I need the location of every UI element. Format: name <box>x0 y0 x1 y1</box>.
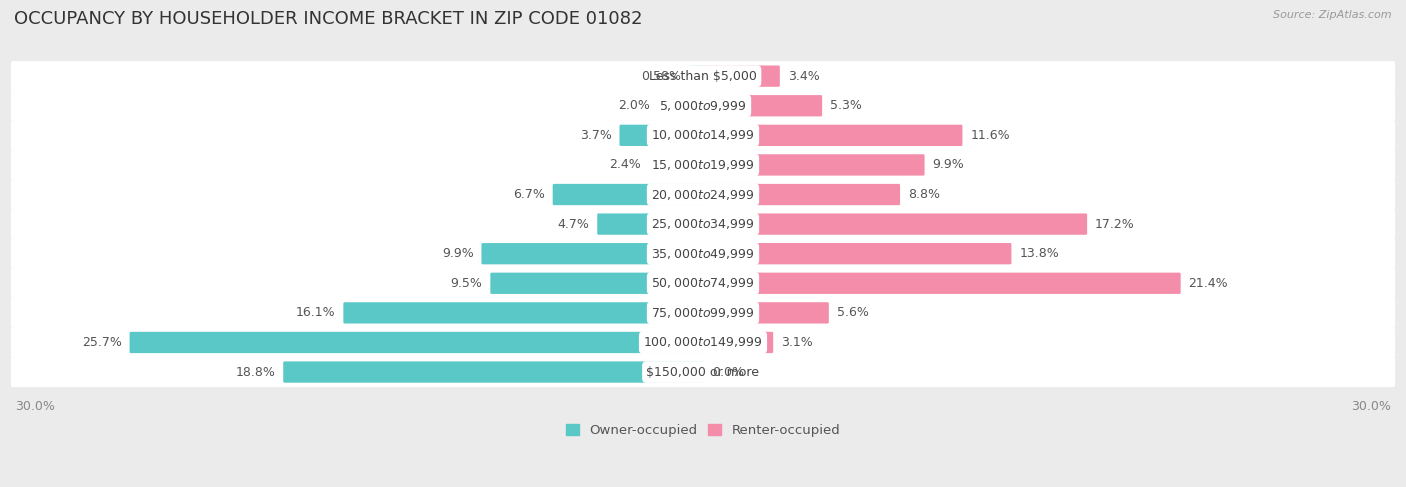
FancyBboxPatch shape <box>343 302 704 323</box>
FancyBboxPatch shape <box>702 302 828 323</box>
FancyBboxPatch shape <box>481 243 704 264</box>
FancyBboxPatch shape <box>11 61 1395 91</box>
FancyBboxPatch shape <box>11 150 1395 180</box>
Text: 9.5%: 9.5% <box>451 277 482 290</box>
FancyBboxPatch shape <box>702 95 823 116</box>
Text: 2.4%: 2.4% <box>609 158 641 171</box>
FancyBboxPatch shape <box>648 154 704 176</box>
Text: 11.6%: 11.6% <box>970 129 1010 142</box>
Text: 25.7%: 25.7% <box>82 336 122 349</box>
Text: $100,000 to $149,999: $100,000 to $149,999 <box>644 336 762 350</box>
Text: 6.7%: 6.7% <box>513 188 546 201</box>
FancyBboxPatch shape <box>283 361 704 383</box>
FancyBboxPatch shape <box>129 332 704 353</box>
FancyBboxPatch shape <box>702 184 900 205</box>
Legend: Owner-occupied, Renter-occupied: Owner-occupied, Renter-occupied <box>560 418 846 442</box>
FancyBboxPatch shape <box>702 243 1011 264</box>
Text: $150,000 or more: $150,000 or more <box>647 366 759 378</box>
FancyBboxPatch shape <box>702 154 925 176</box>
Text: 3.1%: 3.1% <box>780 336 813 349</box>
Text: 3.7%: 3.7% <box>579 129 612 142</box>
FancyBboxPatch shape <box>689 65 704 87</box>
Text: 13.8%: 13.8% <box>1019 247 1059 260</box>
FancyBboxPatch shape <box>11 327 1395 357</box>
Text: 2.0%: 2.0% <box>617 99 650 112</box>
Text: $75,000 to $99,999: $75,000 to $99,999 <box>651 306 755 320</box>
FancyBboxPatch shape <box>491 273 704 294</box>
Text: $20,000 to $24,999: $20,000 to $24,999 <box>651 187 755 202</box>
Text: Less than $5,000: Less than $5,000 <box>650 70 756 83</box>
Text: 18.8%: 18.8% <box>236 366 276 378</box>
Text: 0.0%: 0.0% <box>711 366 744 378</box>
FancyBboxPatch shape <box>702 273 1181 294</box>
Text: 3.4%: 3.4% <box>787 70 820 83</box>
Text: $10,000 to $14,999: $10,000 to $14,999 <box>651 129 755 142</box>
Text: 9.9%: 9.9% <box>932 158 965 171</box>
FancyBboxPatch shape <box>702 125 963 146</box>
Text: 5.3%: 5.3% <box>830 99 862 112</box>
Text: 0.58%: 0.58% <box>641 70 681 83</box>
FancyBboxPatch shape <box>598 213 704 235</box>
Text: $15,000 to $19,999: $15,000 to $19,999 <box>651 158 755 172</box>
FancyBboxPatch shape <box>702 332 773 353</box>
FancyBboxPatch shape <box>11 268 1395 299</box>
FancyBboxPatch shape <box>702 65 780 87</box>
Text: 16.1%: 16.1% <box>295 306 336 319</box>
Text: OCCUPANCY BY HOUSEHOLDER INCOME BRACKET IN ZIP CODE 01082: OCCUPANCY BY HOUSEHOLDER INCOME BRACKET … <box>14 10 643 28</box>
Text: 8.8%: 8.8% <box>908 188 939 201</box>
FancyBboxPatch shape <box>11 91 1395 121</box>
FancyBboxPatch shape <box>11 120 1395 150</box>
Text: 9.9%: 9.9% <box>441 247 474 260</box>
FancyBboxPatch shape <box>11 209 1395 239</box>
FancyBboxPatch shape <box>11 179 1395 209</box>
FancyBboxPatch shape <box>11 239 1395 269</box>
FancyBboxPatch shape <box>11 298 1395 328</box>
FancyBboxPatch shape <box>553 184 704 205</box>
Text: 21.4%: 21.4% <box>1188 277 1227 290</box>
FancyBboxPatch shape <box>620 125 704 146</box>
Text: 5.6%: 5.6% <box>837 306 869 319</box>
Text: $25,000 to $34,999: $25,000 to $34,999 <box>651 217 755 231</box>
Text: $35,000 to $49,999: $35,000 to $49,999 <box>651 247 755 261</box>
Text: Source: ZipAtlas.com: Source: ZipAtlas.com <box>1274 10 1392 20</box>
FancyBboxPatch shape <box>658 95 704 116</box>
Text: 4.7%: 4.7% <box>558 218 589 231</box>
FancyBboxPatch shape <box>702 213 1087 235</box>
Text: $5,000 to $9,999: $5,000 to $9,999 <box>659 99 747 113</box>
Text: $50,000 to $74,999: $50,000 to $74,999 <box>651 276 755 290</box>
Text: 17.2%: 17.2% <box>1095 218 1135 231</box>
FancyBboxPatch shape <box>11 357 1395 387</box>
